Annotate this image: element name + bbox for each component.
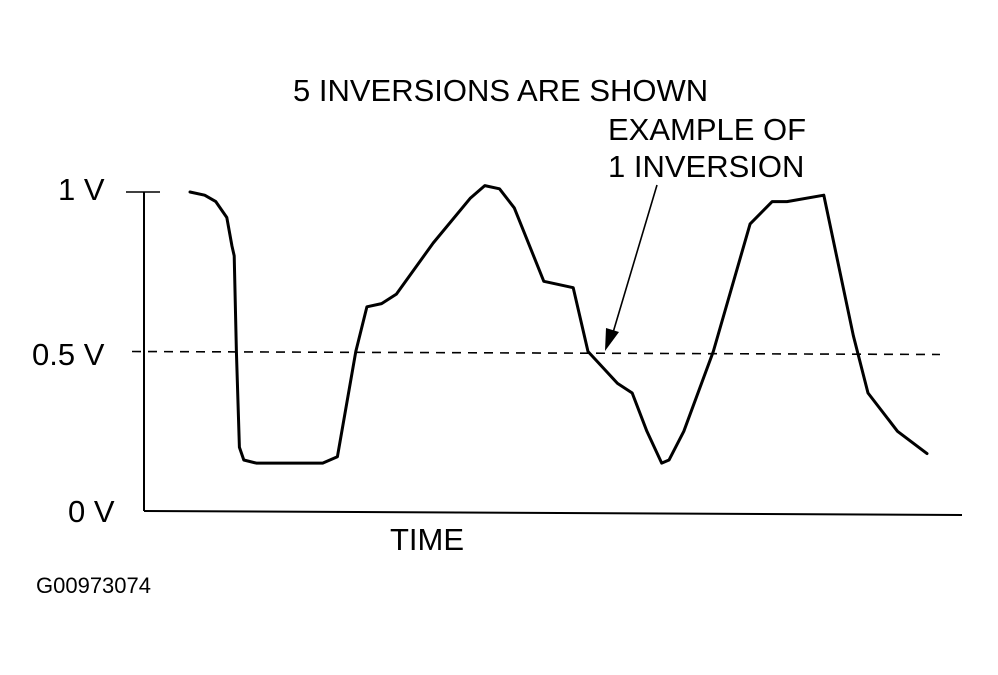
reference-line-0-5v [132,352,940,355]
y-tick-label: 0.5 V [32,337,105,372]
x-axis [144,511,962,515]
annotation-arrow-shaft [612,185,657,336]
annotation-arrowhead [605,328,619,351]
x-axis-label: TIME [390,522,464,557]
annotation-line-2: 1 INVERSION [608,149,804,184]
y-tick-label: 1 V [58,172,105,207]
chart-title: 5 INVERSIONS ARE SHOWN [293,73,708,108]
y-tick-label: 0 V [68,494,115,529]
series-line [190,186,927,464]
series-points [190,186,927,464]
figure-id: G00973074 [36,573,151,598]
annotation-line-1: EXAMPLE OF [608,112,806,147]
